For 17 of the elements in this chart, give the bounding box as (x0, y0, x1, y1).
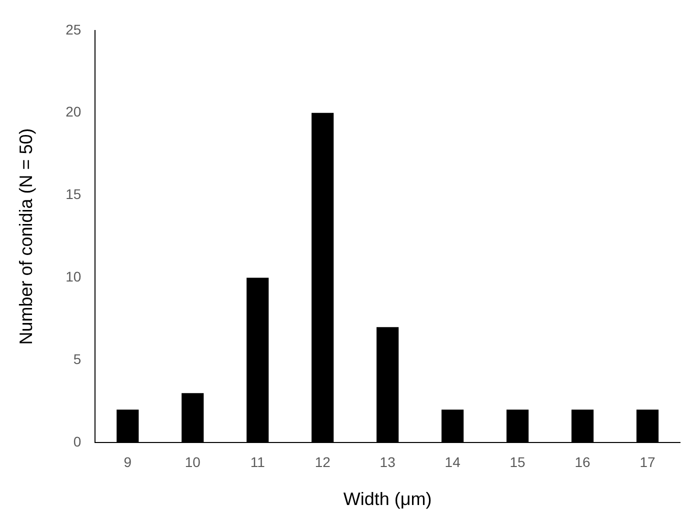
x-tick-label: 14 (444, 454, 461, 470)
x-tick-label: 9 (124, 454, 132, 470)
y-tick-label: 25 (66, 21, 82, 38)
x-tick-label: 11 (250, 454, 266, 470)
x-tick-label: 16 (574, 454, 591, 470)
x-axis-title: Width (μm) (343, 489, 432, 510)
y-tick-label: 15 (66, 186, 82, 202)
x-tick-label: 12 (314, 454, 331, 470)
x-tick-label: 10 (184, 454, 201, 470)
y-tick-label: 20 (66, 104, 82, 120)
y-tick-label: 10 (66, 268, 82, 285)
x-tick-label: 17 (640, 454, 656, 470)
x-tick-label: 15 (510, 454, 526, 470)
y-axis-title: Number of conidia (N = 50) (16, 128, 36, 345)
y-tick-label: 5 (73, 351, 82, 368)
y-tick-label: 0 (73, 433, 82, 450)
x-tick-label: 13 (380, 454, 396, 470)
